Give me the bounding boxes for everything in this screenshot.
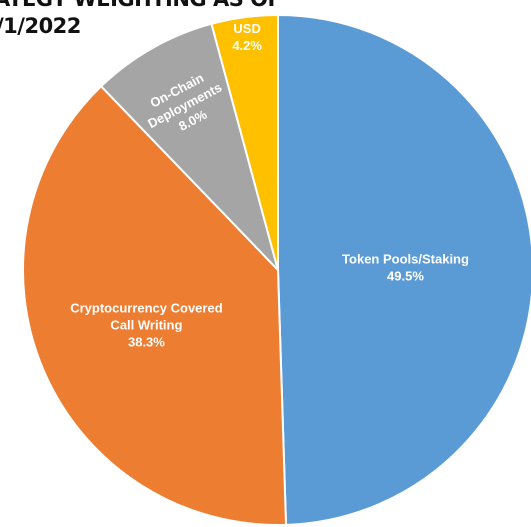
pie-slice: [277, 13, 531, 526]
value-label: 38.3%: [128, 334, 165, 349]
pie-slice: [22, 84, 288, 526]
chart-title: /1/2022: [0, 14, 81, 38]
category-label: Token Pools/Staking: [342, 251, 469, 266]
pie-slice: [99, 22, 279, 271]
slice-label: USD 4.2%: [232, 21, 262, 53]
category-label: Cryptocurrency Covered Call Writing: [70, 300, 222, 332]
chart-title: ATEGY WEIGHTING AS OF: [0, 0, 281, 11]
category-label: USD: [233, 21, 260, 36]
pie-slice: [210, 13, 279, 271]
slice-label: Token Pools/Staking 49.5%: [342, 251, 469, 283]
value-label: 4.2%: [232, 38, 262, 53]
slice-label: Cryptocurrency Covered Call Writing 38.3%: [70, 300, 222, 349]
value-label: 49.5%: [387, 268, 424, 283]
